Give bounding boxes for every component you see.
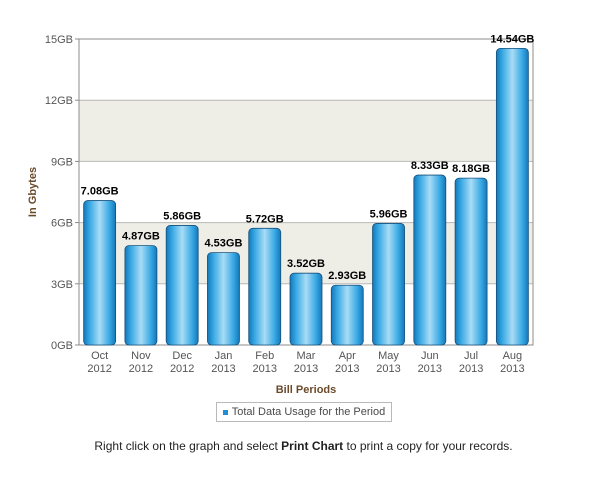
x-tick-label: 2013 — [335, 363, 359, 375]
x-tick-label: 2013 — [500, 363, 524, 375]
data-label: 4.87GB — [122, 231, 160, 243]
bar — [454, 177, 488, 346]
bar — [413, 174, 447, 346]
y-tick-label: 6GB — [51, 218, 73, 230]
bar — [289, 272, 323, 346]
x-tick-label: 2012 — [87, 363, 111, 375]
bar — [372, 223, 405, 346]
bar — [248, 227, 282, 346]
x-tick-label: 2013 — [294, 363, 318, 375]
x-tick-label: Feb — [255, 350, 274, 362]
bar — [330, 284, 364, 346]
bar — [83, 200, 117, 346]
data-label: 3.52GB — [287, 258, 325, 270]
data-label: 14.54GB — [490, 33, 534, 45]
data-label: 5.86GB — [163, 210, 201, 222]
y-tick-label: 15GB — [45, 34, 73, 46]
legend[interactable]: Total Data Usage for the Period — [216, 402, 392, 422]
y-axis-title: In Gbytes — [27, 167, 39, 217]
data-label: 4.53GB — [204, 238, 242, 250]
x-tick-label: 2013 — [252, 363, 276, 375]
x-tick-label: Nov — [131, 350, 151, 362]
x-tick-label: 2013 — [376, 363, 400, 375]
x-tick-label: Aug — [503, 350, 523, 362]
legend-swatch — [222, 409, 228, 415]
x-tick-label: Jul — [464, 350, 478, 362]
data-label: 2.93GB — [328, 270, 366, 282]
x-tick-label: Jan — [215, 350, 233, 362]
x-tick-label: Jun — [421, 350, 439, 362]
x-tick-label: 2013 — [459, 363, 483, 375]
bar — [207, 252, 240, 346]
y-tick-label: 0GB — [51, 340, 73, 352]
x-tick-label: Dec — [172, 350, 192, 362]
data-label: 7.08GB — [81, 186, 119, 198]
data-label: 8.33GB — [411, 160, 449, 172]
y-axis-ticks: 0GB 3GB 6GB 9GB 12GB 15GB — [45, 34, 79, 352]
data-label: 8.18GB — [452, 163, 490, 175]
data-label: 5.96GB — [370, 208, 408, 220]
plot-band — [79, 100, 533, 162]
x-tick-label: 2013 — [418, 363, 442, 375]
y-tick-label: 9GB — [51, 156, 73, 168]
y-tick-label: 3GB — [51, 279, 73, 291]
bar — [124, 245, 158, 346]
note-text-start: Right click on the graph and select — [94, 439, 282, 453]
print-instructions: Right click on the graph and select Prin… — [0, 439, 607, 453]
x-tick-label: Apr — [339, 350, 356, 362]
bar — [495, 47, 529, 346]
x-tick-label: May — [378, 350, 399, 362]
x-axis-title: Bill Periods — [276, 384, 337, 396]
y-tick-label: 12GB — [45, 95, 73, 107]
bars — [83, 47, 529, 346]
x-axis-ticks: Oct2012Nov2012Dec2012Jan2013Feb2013Mar20… — [87, 350, 524, 375]
data-label: 5.72GB — [246, 213, 284, 225]
legend-label: Total Data Usage for the Period — [231, 406, 386, 418]
x-tick-label: Mar — [297, 350, 316, 362]
x-tick-label: 2012 — [129, 363, 153, 375]
x-tick-label: 2013 — [211, 363, 235, 375]
x-tick-label: Oct — [91, 350, 108, 362]
print-chart-label: Print Chart — [281, 439, 344, 453]
x-tick-label: 2012 — [170, 363, 194, 375]
note-text-end: to print a copy for your records. — [343, 439, 513, 453]
bar — [165, 225, 199, 346]
